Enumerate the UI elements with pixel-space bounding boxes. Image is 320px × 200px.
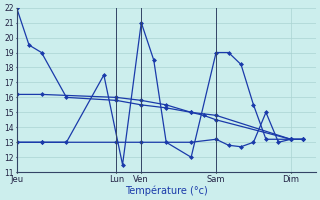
X-axis label: Température (°c): Température (°c)	[125, 185, 208, 196]
